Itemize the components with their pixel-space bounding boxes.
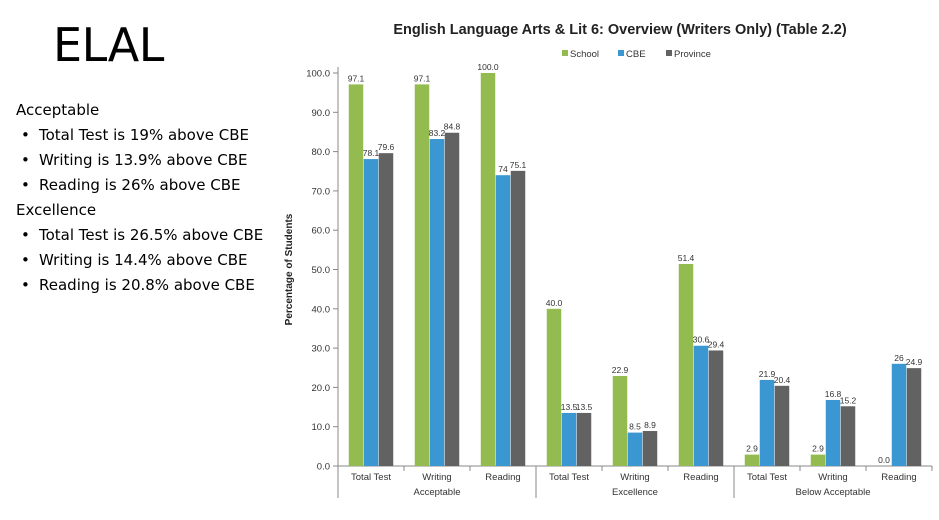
legend-label-cbe: CBE [626,49,646,60]
y-tick-label-20-0: 20.0 [312,383,331,394]
data-label-excellence-total-test-school: 40.0 [546,298,563,308]
data-label-excellence-total-test-province: 13.5 [576,402,593,412]
bar-acceptable-total-test-cbe [363,159,379,466]
data-label-below-acceptable-writing-province: 15.2 [840,395,857,405]
bar-excellence-total-test-province [576,412,592,466]
bar-excellence-reading-school [678,263,694,466]
y-tick-label-100-0: 100.0 [306,69,330,80]
y-axis-title: Percentage of Students [284,213,295,325]
data-label-acceptable-reading-cbe: 74 [498,164,508,174]
excellence-heading: Excellence [16,201,97,219]
bar-below-acceptable-total-test-cbe [759,379,775,466]
data-label-acceptable-writing-school: 97.1 [414,73,431,83]
bar-acceptable-writing-school [414,84,430,466]
y-tick-label-40-0: 40.0 [312,304,331,315]
legend-swatch-school [562,50,568,56]
data-label-acceptable-reading-school: 100.0 [477,62,499,72]
summary-notes: Acceptable Total Test is 19% above CBE W… [16,98,276,298]
category-label-acceptable-total-test: Total Test [351,472,391,483]
group-label-acceptable: Acceptable [413,487,460,498]
bar-below-acceptable-writing-school [810,454,826,466]
y-tick-label-80-0: 80.0 [312,147,331,158]
category-label-below-acceptable-writing: Writing [818,472,847,483]
bar-excellence-total-test-cbe [561,412,577,466]
legend-swatch-province [666,50,672,56]
data-label-acceptable-total-test-province: 79.6 [378,142,395,152]
category-label-excellence-reading: Reading [683,472,718,483]
chart-title: English Language Arts & Lit 6: Overview … [393,22,847,38]
group-label-below-acceptable: Below Acceptable [796,487,871,498]
bar-below-acceptable-total-test-school [744,454,760,466]
y-tick-label-70-0: 70.0 [312,186,331,197]
bar-acceptable-reading-school [480,73,496,466]
category-label-below-acceptable-reading: Reading [881,472,916,483]
bar-excellence-writing-school [612,376,628,466]
bar-below-acceptable-total-test-province [774,385,790,466]
data-label-excellence-writing-school: 22.9 [612,365,629,375]
data-label-acceptable-writing-cbe: 83.2 [429,128,446,138]
data-label-excellence-reading-school: 51.4 [678,253,695,263]
data-label-acceptable-total-test-school: 97.1 [348,73,365,83]
y-tick-label-30-0: 30.0 [312,344,331,355]
data-label-excellence-writing-province: 8.9 [644,420,656,430]
bar-acceptable-writing-province [444,132,460,466]
bar-below-acceptable-reading-province [906,368,922,466]
data-label-below-acceptable-reading-province: 24.9 [906,357,923,367]
data-label-below-acceptable-total-test-province: 20.4 [774,375,791,385]
excellence-bullet-writing: Writing is 14.4% above CBE [21,248,276,273]
legend-label-province: Province [674,49,711,60]
category-label-excellence-total-test: Total Test [549,472,589,483]
excellence-bullet-reading: Reading is 20.8% above CBE [21,273,276,298]
bar-chart: English Language Arts & Lit 6: Overview … [284,22,933,498]
legend-swatch-cbe [618,50,624,56]
acceptable-bullet-reading: Reading is 26% above CBE [21,173,276,198]
data-label-acceptable-total-test-cbe: 78.1 [363,148,380,158]
acceptable-bullet-total-test: Total Test is 19% above CBE [21,123,276,148]
y-tick-label-10-0: 10.0 [312,422,331,433]
data-label-below-acceptable-reading-school: 0.0 [878,455,890,465]
y-tick-label-50-0: 50.0 [312,265,331,276]
bar-excellence-total-test-school [546,308,562,466]
data-label-excellence-writing-cbe: 8.5 [629,422,641,432]
data-label-below-acceptable-total-test-cbe: 21.9 [759,369,776,379]
data-label-excellence-reading-cbe: 30.6 [693,335,710,345]
bar-below-acceptable-writing-cbe [825,399,841,466]
legend-label-school: School [570,49,599,60]
data-label-acceptable-reading-province: 75.1 [510,160,527,170]
data-label-excellence-reading-province: 29.4 [708,339,725,349]
category-label-excellence-writing: Writing [620,472,649,483]
acceptable-bullet-writing: Writing is 13.9% above CBE [21,148,276,173]
data-label-below-acceptable-total-test-school: 2.9 [746,444,758,454]
bar-acceptable-writing-cbe [429,139,445,467]
bar-excellence-reading-province [708,350,724,466]
excellence-bullet-total-test: Total Test is 26.5% above CBE [21,223,276,248]
chart-container: English Language Arts & Lit 6: Overview … [278,14,939,504]
bar-excellence-reading-cbe [693,345,709,466]
slide-title: ELAL [53,18,164,72]
bar-excellence-writing-cbe [627,432,643,466]
y-tick-label-90-0: 90.0 [312,108,331,119]
bar-acceptable-total-test-school [348,84,364,466]
data-label-below-acceptable-writing-cbe: 16.8 [825,389,842,399]
bar-below-acceptable-reading-cbe [891,363,907,466]
bar-acceptable-reading-province [510,170,526,466]
data-label-acceptable-writing-province: 84.8 [444,122,461,132]
y-tick-label-0-0: 0.0 [317,462,330,473]
acceptable-bullets: Total Test is 19% above CBE Writing is 1… [16,123,276,198]
group-label-excellence: Excellence [612,487,658,498]
bar-below-acceptable-writing-province [840,406,856,466]
category-label-acceptable-reading: Reading [485,472,520,483]
category-label-below-acceptable-total-test: Total Test [747,472,787,483]
bar-acceptable-total-test-province [378,153,394,466]
data-label-below-acceptable-reading-cbe: 26 [894,353,904,363]
data-label-below-acceptable-writing-school: 2.9 [812,444,824,454]
bar-acceptable-reading-cbe [495,175,511,466]
bar-excellence-writing-province [642,431,658,466]
data-label-excellence-total-test-cbe: 13.5 [561,402,578,412]
category-label-acceptable-writing: Writing [422,472,451,483]
y-tick-label-60-0: 60.0 [312,226,331,237]
excellence-bullets: Total Test is 26.5% above CBE Writing is… [16,223,276,298]
acceptable-heading: Acceptable [16,101,100,119]
